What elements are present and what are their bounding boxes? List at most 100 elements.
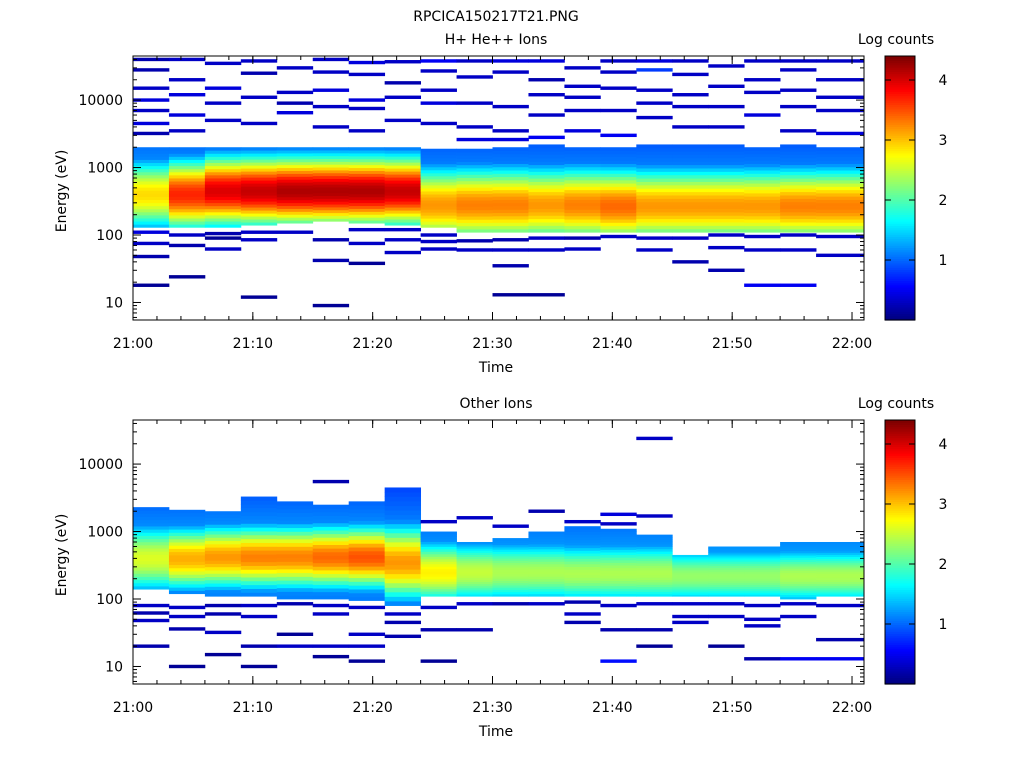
colorbar-segment — [885, 225, 915, 229]
heatmap-cell — [600, 160, 637, 164]
heatmap-cell — [133, 224, 170, 228]
colorbar-segment — [885, 75, 915, 79]
colorbar-segment — [885, 185, 915, 189]
heatmap-cell — [456, 151, 493, 156]
heatmap-cell — [816, 131, 865, 136]
heatmap-cell — [348, 72, 386, 77]
colorbar-segment — [885, 150, 915, 154]
heatmap-cell — [384, 165, 422, 169]
colorbar-segment — [885, 229, 915, 233]
heatmap-cell — [492, 160, 529, 164]
heatmap-cell — [420, 591, 457, 595]
colorbar-segment — [885, 168, 915, 171]
colorbar-segment — [885, 574, 915, 577]
heatmap-cell — [456, 203, 493, 207]
heatmap-cell — [420, 534, 457, 537]
heatmap-cell — [528, 178, 565, 182]
heatmap-cell — [348, 501, 386, 506]
colorbar-segment — [885, 556, 915, 560]
heatmap-cell — [708, 218, 745, 223]
heatmap-cell — [312, 644, 350, 648]
heatmap-cell — [528, 59, 565, 63]
heatmap-cell — [312, 551, 350, 556]
heatmap-cell — [312, 167, 350, 171]
heatmap-cell — [708, 151, 745, 155]
heatmap-cell — [708, 225, 745, 230]
colorbar-segment — [885, 106, 915, 110]
colorbar-segment — [885, 615, 915, 619]
heatmap-cell — [240, 531, 278, 536]
heatmap-cell — [744, 569, 781, 572]
heatmap-cell — [708, 552, 745, 555]
heatmap-cell — [204, 550, 242, 555]
colorbar-segment — [885, 203, 915, 207]
heatmap-cell — [240, 584, 278, 589]
heatmap-cell — [204, 165, 242, 170]
heatmap-cell — [312, 526, 350, 531]
heatmap-cell — [312, 198, 350, 202]
heatmap-cell — [348, 60, 386, 65]
colorbar-segment — [885, 565, 915, 568]
heatmap-cell — [780, 208, 817, 213]
heatmap-cell — [204, 202, 242, 207]
colorbar-segment — [885, 569, 915, 573]
heatmap-cell — [312, 57, 350, 62]
heatmap-cell — [312, 70, 350, 74]
colorbar-segment — [885, 637, 915, 641]
heatmap-cell — [600, 206, 637, 210]
heatmap-cell — [492, 555, 529, 559]
colorbar-segment — [885, 420, 915, 423]
heatmap-cell — [816, 567, 865, 570]
heatmap-cell — [456, 206, 493, 211]
heatmap-cell — [420, 209, 457, 213]
heatmap-cell — [420, 543, 457, 547]
heatmap-cell — [420, 568, 457, 572]
heatmap-cell — [492, 562, 529, 566]
heatmap-cell — [312, 573, 350, 578]
heatmap-cell — [204, 576, 242, 581]
heatmap-cell — [780, 188, 817, 193]
heatmap-cell — [168, 129, 206, 133]
heatmap-cell — [744, 552, 781, 555]
colorbar-segment — [885, 560, 915, 564]
colorbar-segment — [885, 662, 915, 665]
heatmap-cell — [276, 66, 314, 70]
heatmap-cell — [672, 556, 709, 559]
colorbar-segment — [885, 543, 915, 546]
heatmap-cell — [564, 183, 601, 187]
heatmap-cell — [528, 188, 565, 193]
heatmap-cell — [564, 585, 601, 589]
heatmap-cell — [168, 567, 206, 572]
heatmap-cell — [133, 551, 170, 555]
heatmap-cell — [420, 194, 457, 198]
heatmap-cell — [744, 219, 781, 223]
heatmap-cell — [528, 558, 565, 562]
heatmap-cell — [528, 215, 565, 220]
colorbar-segment — [885, 448, 915, 452]
heatmap-cell — [636, 574, 673, 578]
heatmap-cell — [780, 161, 817, 166]
colorbar-segment — [885, 505, 915, 509]
heatmap-cell — [384, 551, 422, 556]
heatmap-cell — [780, 550, 817, 554]
heatmap-cell — [780, 544, 817, 547]
heatmap-cell — [744, 166, 781, 171]
colorbar-segment — [885, 492, 915, 496]
heatmap-cell — [744, 225, 781, 230]
heatmap-cell — [420, 121, 457, 126]
colorbar-segment — [885, 304, 915, 308]
heatmap-cell — [276, 580, 314, 585]
heatmap-cell — [348, 185, 386, 189]
heatmap-cell — [276, 587, 314, 592]
colorbar-segment — [885, 622, 915, 626]
colorbar-segment — [885, 216, 915, 220]
heatmap-cell — [168, 190, 206, 194]
heatmap-cell — [384, 587, 422, 593]
heatmap-cell — [312, 544, 350, 549]
heatmap-cell — [600, 215, 637, 220]
heatmap-cell — [672, 570, 709, 573]
heatmap-cell — [600, 628, 637, 632]
heatmap-cell — [312, 515, 350, 520]
heatmap-cell — [600, 544, 637, 548]
colorbar-segment — [885, 269, 915, 273]
